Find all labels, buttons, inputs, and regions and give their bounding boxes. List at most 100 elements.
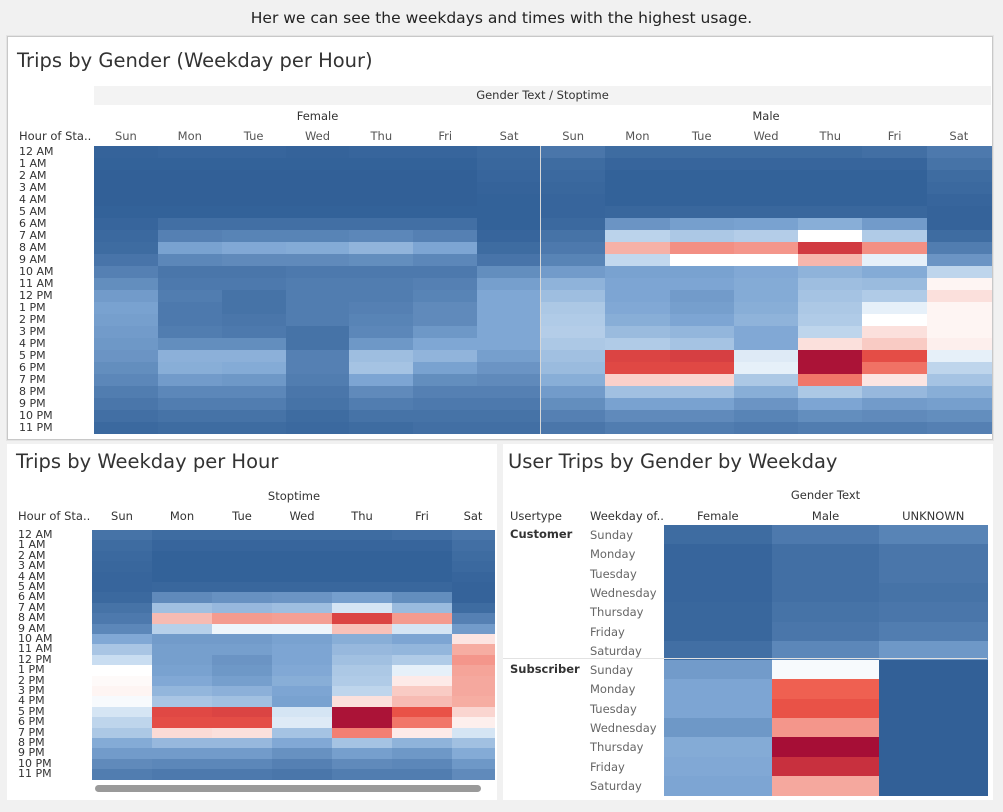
- heatmap-cell: [92, 665, 153, 676]
- heatmap-cell: [152, 706, 213, 718]
- heatmap-cell: [392, 738, 453, 749]
- heatmap-cell: [926, 242, 992, 255]
- hour-label: 12 PM: [18, 652, 52, 666]
- heatmap-cell: [272, 582, 333, 593]
- heatmap-cell: [733, 218, 799, 231]
- heatmap-cell: [452, 748, 495, 760]
- hour-label: 6 AM: [19, 217, 47, 230]
- heatmap-cell: [349, 278, 414, 291]
- heatmap-cell: [157, 266, 223, 279]
- heatmap-cell: [926, 422, 992, 435]
- heatmap-cell: [926, 278, 992, 291]
- heatmap-cell: [332, 727, 393, 739]
- heatmap-cell: [669, 338, 735, 351]
- heatmap-cell: [452, 530, 495, 541]
- heatmap-cell: [392, 613, 453, 624]
- horizontal-scrollbar[interactable]: [95, 785, 481, 792]
- heatmap-cell: [392, 530, 453, 541]
- heatmap-cell: [285, 398, 351, 411]
- heatmap-cell: [212, 758, 273, 770]
- heatmap-cell: [862, 290, 928, 303]
- heatmap-cell: [477, 290, 542, 303]
- weekday-label: Tuesday: [590, 566, 637, 581]
- heatmap-cell: [452, 654, 495, 666]
- heatmap-cell: [212, 602, 273, 614]
- heatmap-cell: [926, 158, 992, 171]
- heatmap-cell: [413, 218, 478, 231]
- heatmap-cell: [94, 230, 159, 243]
- heatmap-cell: [605, 278, 671, 291]
- heatmap-cell: [92, 654, 153, 666]
- heatmap-cell: [605, 254, 671, 267]
- heatmap-cell: [94, 398, 159, 411]
- heatmap-cell: [798, 374, 864, 387]
- heatmap-cell: [272, 530, 333, 541]
- heatmap-cell: [272, 696, 333, 708]
- heatmap-cell: [272, 613, 333, 624]
- heatmap-cell: [92, 530, 153, 541]
- heatmap-cell: [862, 338, 928, 351]
- heatmap-cell: [669, 230, 735, 243]
- heatmap-cell: [349, 302, 414, 315]
- heatmap-cell: [272, 571, 333, 583]
- heatmap-cell: [452, 561, 495, 572]
- heatmap-cell: [285, 230, 351, 243]
- heatmap-cell: [669, 374, 735, 387]
- heatmap-cell: [477, 362, 542, 375]
- heatmap-cell: [413, 362, 478, 375]
- day-label-mon: Mon: [169, 509, 195, 523]
- heatmap-cell: [152, 550, 213, 562]
- heatmap-cell: [452, 550, 495, 562]
- heatmap-cell: [477, 230, 542, 243]
- weekday-label: Saturday: [590, 643, 642, 658]
- heatmap-cell: [92, 623, 153, 635]
- heatmap-cell: [926, 374, 992, 387]
- heatmap-cell: [94, 242, 159, 255]
- heatmap-cell: [733, 206, 799, 219]
- heatmap-cell: [349, 422, 414, 435]
- day-label-wed: Wed: [289, 509, 315, 523]
- heatmap-cell: [152, 738, 213, 749]
- heatmap-cell: [152, 758, 213, 770]
- heatmap-cell: [733, 170, 799, 183]
- heatmap-cell: [272, 623, 333, 635]
- heatmap-cell: [285, 338, 351, 351]
- heatmap-cell: [541, 350, 606, 363]
- day-label-male-sat: Sat: [949, 129, 969, 143]
- heatmap-cell: [285, 266, 351, 279]
- heatmap-cell: [664, 525, 773, 545]
- day-label-female-thu: Thu: [370, 129, 393, 143]
- weekday-label: Sunday: [590, 663, 634, 678]
- heatmap-cell: [349, 326, 414, 339]
- heatmap-cell: [157, 254, 223, 267]
- column-label-male: Male: [811, 509, 840, 523]
- heatmap-cell: [452, 665, 495, 676]
- heatmap-cell: [926, 302, 992, 315]
- user-trips-panel: User Trips by Gender by Weekday Gender T…: [503, 444, 993, 800]
- heatmap-cell: [332, 561, 393, 572]
- heatmap-cell: [332, 540, 393, 552]
- heatmap-cell: [332, 634, 393, 645]
- heatmap-cell: [392, 602, 453, 614]
- heatmap-cell: [94, 146, 159, 159]
- heatmap-cell: [862, 422, 928, 435]
- heatmap-cell: [541, 158, 606, 171]
- heatmap-cell: [477, 374, 542, 387]
- heatmap-cell: [221, 218, 287, 231]
- heatmap-cell: [477, 302, 542, 315]
- day-label-thu: Thu: [351, 509, 373, 523]
- heatmap-cell: [92, 634, 153, 645]
- heatmap-cell: [926, 230, 992, 243]
- heatmap-cell: [798, 170, 864, 183]
- heatmap-cell: [926, 398, 992, 411]
- heatmap-cell: [669, 326, 735, 339]
- hour-label: 7 PM: [18, 725, 45, 739]
- weekday-label: Sunday: [590, 528, 634, 542]
- heatmap-cell: [285, 254, 351, 267]
- heatmap-cell: [92, 550, 153, 562]
- heatmap-cell: [152, 634, 213, 645]
- heatmap-cell: [157, 422, 223, 435]
- hour-label: 5 AM: [18, 580, 46, 593]
- heatmap-cell: [862, 314, 928, 327]
- hour-label: 4 AM: [18, 569, 46, 583]
